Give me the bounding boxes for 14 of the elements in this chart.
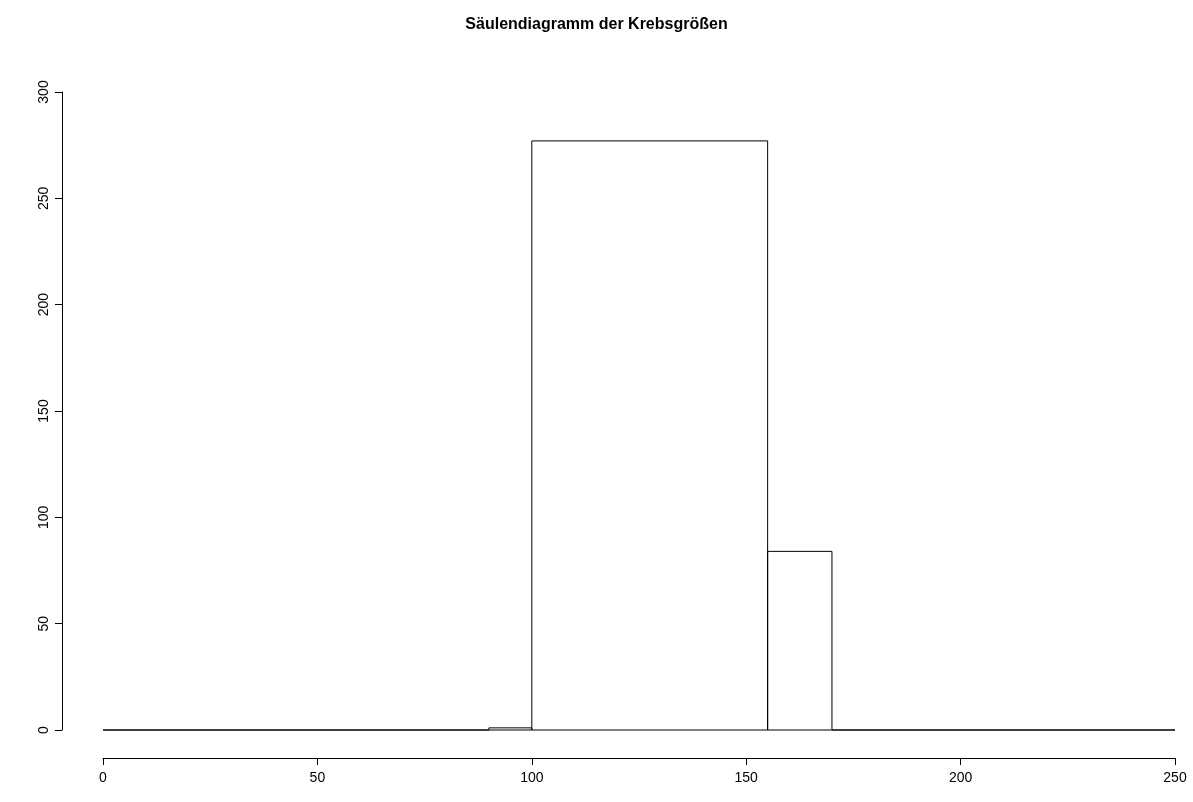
x-tick-label: 0	[99, 769, 108, 785]
y-tick-label: 150	[35, 399, 51, 423]
y-tick-label: 300	[35, 80, 51, 104]
y-tick-label: 250	[35, 186, 51, 211]
y-tick-label: 100	[35, 505, 51, 530]
y-tick-label: 200	[35, 292, 51, 317]
x-tick-label: 50	[309, 769, 326, 785]
chart-title: Säulendiagramm der Krebsgrößen	[465, 14, 728, 32]
x-tick-label: 100	[520, 769, 544, 785]
y-tick-label: 0	[35, 725, 51, 734]
y-tick-label: 50	[35, 615, 51, 632]
x-tick-label: 200	[948, 769, 973, 785]
x-tick-label: 150	[734, 769, 759, 785]
x-tick-label: 250	[1163, 769, 1187, 785]
